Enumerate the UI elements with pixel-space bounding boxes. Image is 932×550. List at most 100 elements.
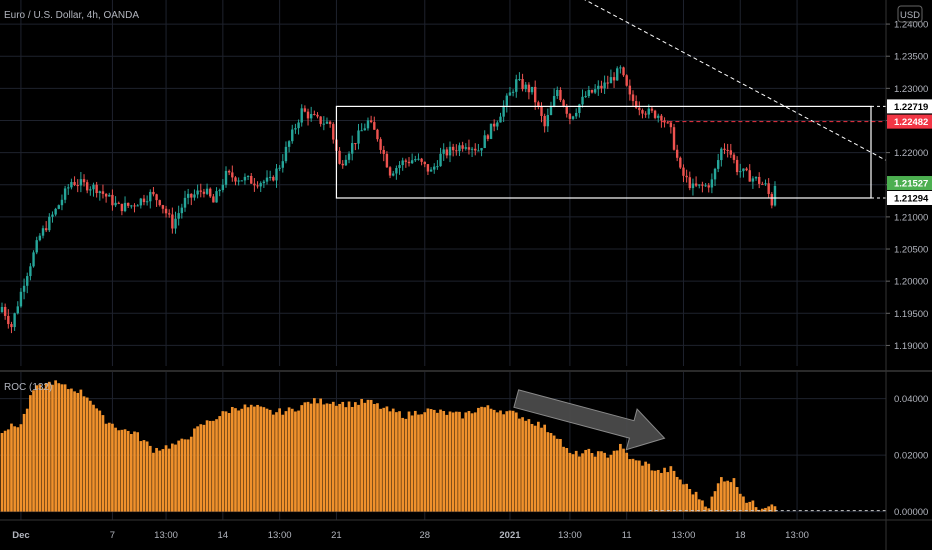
candle-body	[417, 158, 420, 160]
candle-body	[369, 120, 373, 123]
roc-bar	[413, 410, 417, 512]
roc-bar	[732, 478, 736, 512]
roc-bar	[716, 483, 720, 512]
roc-bar	[669, 466, 673, 512]
candle-body	[41, 228, 45, 236]
price-grid	[0, 0, 886, 366]
roc-bar	[101, 415, 105, 512]
roc-bar	[95, 408, 98, 512]
chart-title: Euro / U.S. Dollar, 4h, OANDA	[4, 10, 139, 21]
roc-bar	[751, 500, 755, 512]
candle-body	[379, 139, 382, 150]
roc-bar	[546, 432, 550, 512]
roc-bar	[527, 419, 531, 512]
roc-bar	[410, 415, 414, 512]
roc-bar	[641, 465, 644, 512]
candle-body	[483, 135, 486, 149]
candle-body	[533, 86, 537, 103]
candle-body	[631, 94, 635, 102]
roc-bar	[104, 423, 108, 512]
candle-body	[480, 148, 483, 151]
roc-axis[interactable]: 0.00000 0.02000 0.04000	[894, 394, 928, 518]
candle-body	[253, 183, 256, 186]
roc-bar	[562, 446, 565, 512]
roc-bar	[177, 440, 181, 512]
candle-body	[518, 79, 521, 81]
roc-bar	[240, 408, 244, 512]
candle-body	[410, 160, 414, 164]
roc-bar	[63, 384, 67, 512]
roc-bar	[152, 452, 155, 512]
currency-label: USD	[900, 10, 920, 21]
roc-bar	[158, 450, 162, 512]
roc-bar	[445, 414, 449, 512]
candle-body	[562, 100, 565, 107]
candle-body	[433, 166, 436, 170]
candle-body	[180, 207, 184, 214]
candle-body	[461, 145, 464, 149]
candle-body	[202, 191, 206, 194]
time-axis[interactable]: Dec 7 13:00 14 13:00 21 28 2021 13:00 11 13:00 18 13…	[12, 530, 809, 541]
roc-bar	[713, 491, 717, 512]
roc-bar	[495, 412, 499, 512]
roc-bar	[382, 407, 386, 512]
roc-bar	[726, 480, 729, 512]
candle-body	[215, 191, 218, 203]
roc-bar	[429, 409, 433, 512]
candle-body	[325, 121, 329, 124]
roc-bar	[354, 402, 357, 512]
range-box[interactable]	[335, 105, 872, 199]
time-tick-label: 28	[419, 530, 430, 541]
candle-body	[357, 130, 360, 144]
roc-bar	[316, 403, 319, 512]
down-arrow-annotation[interactable]	[513, 389, 666, 451]
roc-bar	[596, 451, 600, 512]
candle-body	[265, 177, 269, 182]
candle-body	[376, 129, 379, 140]
roc-bar	[221, 411, 225, 512]
roc-bar	[502, 414, 505, 512]
roc-bar	[473, 412, 477, 512]
roc-bar	[483, 407, 487, 512]
candle-body	[489, 123, 493, 139]
roc-bar	[454, 411, 458, 512]
roc-bar	[622, 448, 625, 512]
trendline[interactable]	[576, 0, 887, 161]
candle-body	[584, 96, 587, 98]
candle-body	[458, 145, 461, 152]
candle-body	[237, 180, 240, 182]
roc-bar	[376, 403, 379, 512]
roc-bar	[555, 438, 559, 512]
roc-bar	[218, 416, 222, 512]
price-tick-label: 1.19500	[894, 309, 928, 320]
roc-bar	[224, 411, 228, 512]
time-tick-label: 2021	[499, 530, 521, 541]
candle-body	[477, 150, 480, 152]
candle-body	[19, 291, 23, 307]
candle-body	[593, 89, 597, 93]
roc-bar	[338, 403, 341, 512]
candle-body	[647, 108, 650, 115]
roc-bar	[123, 429, 127, 512]
roc-bar	[470, 413, 474, 512]
candle-body	[710, 179, 714, 188]
price-label-bg	[887, 99, 932, 114]
roc-bar	[322, 404, 326, 512]
price-tick-label: 1.23500	[894, 52, 928, 63]
roc-bar	[369, 399, 373, 512]
roc-bar	[710, 496, 714, 512]
roc-bar	[331, 401, 335, 512]
roc-bar	[227, 413, 231, 512]
roc-bar	[436, 412, 439, 512]
roc-bar	[133, 431, 136, 512]
candle-body	[496, 122, 499, 127]
candle-body	[395, 167, 398, 174]
roc-bar	[76, 392, 80, 512]
candle-body	[136, 205, 139, 207]
roc-bar	[145, 441, 149, 512]
roc-bar	[111, 423, 114, 512]
candle-body	[578, 104, 581, 113]
candle-body	[530, 86, 534, 93]
currency-badge[interactable]: USD	[897, 5, 923, 23]
